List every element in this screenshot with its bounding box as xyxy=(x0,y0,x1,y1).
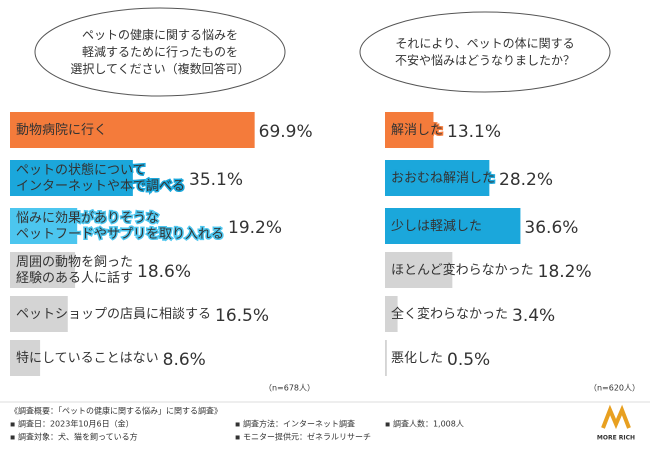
category-label: 特にしていることはない xyxy=(16,351,159,366)
sample-note: （n=620人） xyxy=(589,384,640,393)
value-label: 19.2% xyxy=(228,218,282,238)
value-label: 8.6% xyxy=(163,350,206,370)
bar xyxy=(385,252,453,288)
footer-item: ▪ モニター提供元：ゼネラルリサーチ xyxy=(235,432,371,442)
bar xyxy=(10,208,78,244)
bar xyxy=(10,296,68,332)
logo-text: MORE RICH xyxy=(597,435,635,442)
category-label: 解消した xyxy=(391,123,443,138)
question: ペットの健康に関する悩みを軽減するために行ったものを選択してください（複数回答可… xyxy=(70,27,249,76)
category-label: 悪化した xyxy=(391,351,443,366)
footer-item: ▪ 調査日：2023年10月6日（金） xyxy=(10,419,134,429)
value-label: 3.4% xyxy=(512,306,555,326)
value-label: 18.6% xyxy=(137,262,191,282)
footer-heading: 《調査概要：「ペットの健康に関する悩み」に関する調査》 xyxy=(10,406,222,416)
footer-item: ▪ 調査方法：インターネット調査 xyxy=(235,419,355,429)
bar xyxy=(385,208,521,244)
category-label: 悩みに効果がありそうなペットフードやサプリを取り入れる xyxy=(16,211,224,242)
bar xyxy=(385,112,434,148)
value-label: 28.2% xyxy=(499,170,553,190)
bar xyxy=(10,252,76,288)
bar xyxy=(385,160,490,196)
sample-note: （n=678人） xyxy=(264,384,315,393)
category-label: 少しは軽減した xyxy=(391,218,482,234)
category-label: ペットショップの店員に相談する xyxy=(16,306,211,322)
logo-mark xyxy=(601,404,631,430)
value-label: 0.5% xyxy=(447,350,490,370)
value-label: 36.6% xyxy=(524,218,578,238)
category-label: ほとんど変わらなかった xyxy=(391,262,534,278)
bar xyxy=(10,340,41,376)
value-label: 13.1% xyxy=(447,122,501,142)
value-label: 35.1% xyxy=(189,170,243,190)
bar xyxy=(385,296,398,332)
category-label: ペットの状態についてインターネットや本で調べる xyxy=(16,162,185,194)
bar xyxy=(385,340,387,376)
footer-item: ▪ 調査対象：犬、猫を飼っている方 xyxy=(10,432,138,442)
category-label: 全く変わらなかった xyxy=(391,306,508,322)
category-label: 動物病院に行く xyxy=(16,123,107,138)
bar xyxy=(10,112,255,148)
footer-item: ▪ 調査人数：1,008人 xyxy=(385,419,464,429)
value-label: 69.9% xyxy=(259,122,313,142)
value-label: 16.5% xyxy=(215,306,269,326)
category-label: おおむね解消した xyxy=(391,171,495,186)
question-bubble xyxy=(34,7,286,97)
category-label: 周囲の動物を飼った経験のある人に話す xyxy=(16,255,133,286)
question: それにより、ペットの体に関する不安や悩みはどうなりましたか？ xyxy=(395,36,575,67)
value-label: 18.2% xyxy=(538,262,592,282)
bar xyxy=(10,160,133,196)
question-bubble xyxy=(359,11,611,93)
